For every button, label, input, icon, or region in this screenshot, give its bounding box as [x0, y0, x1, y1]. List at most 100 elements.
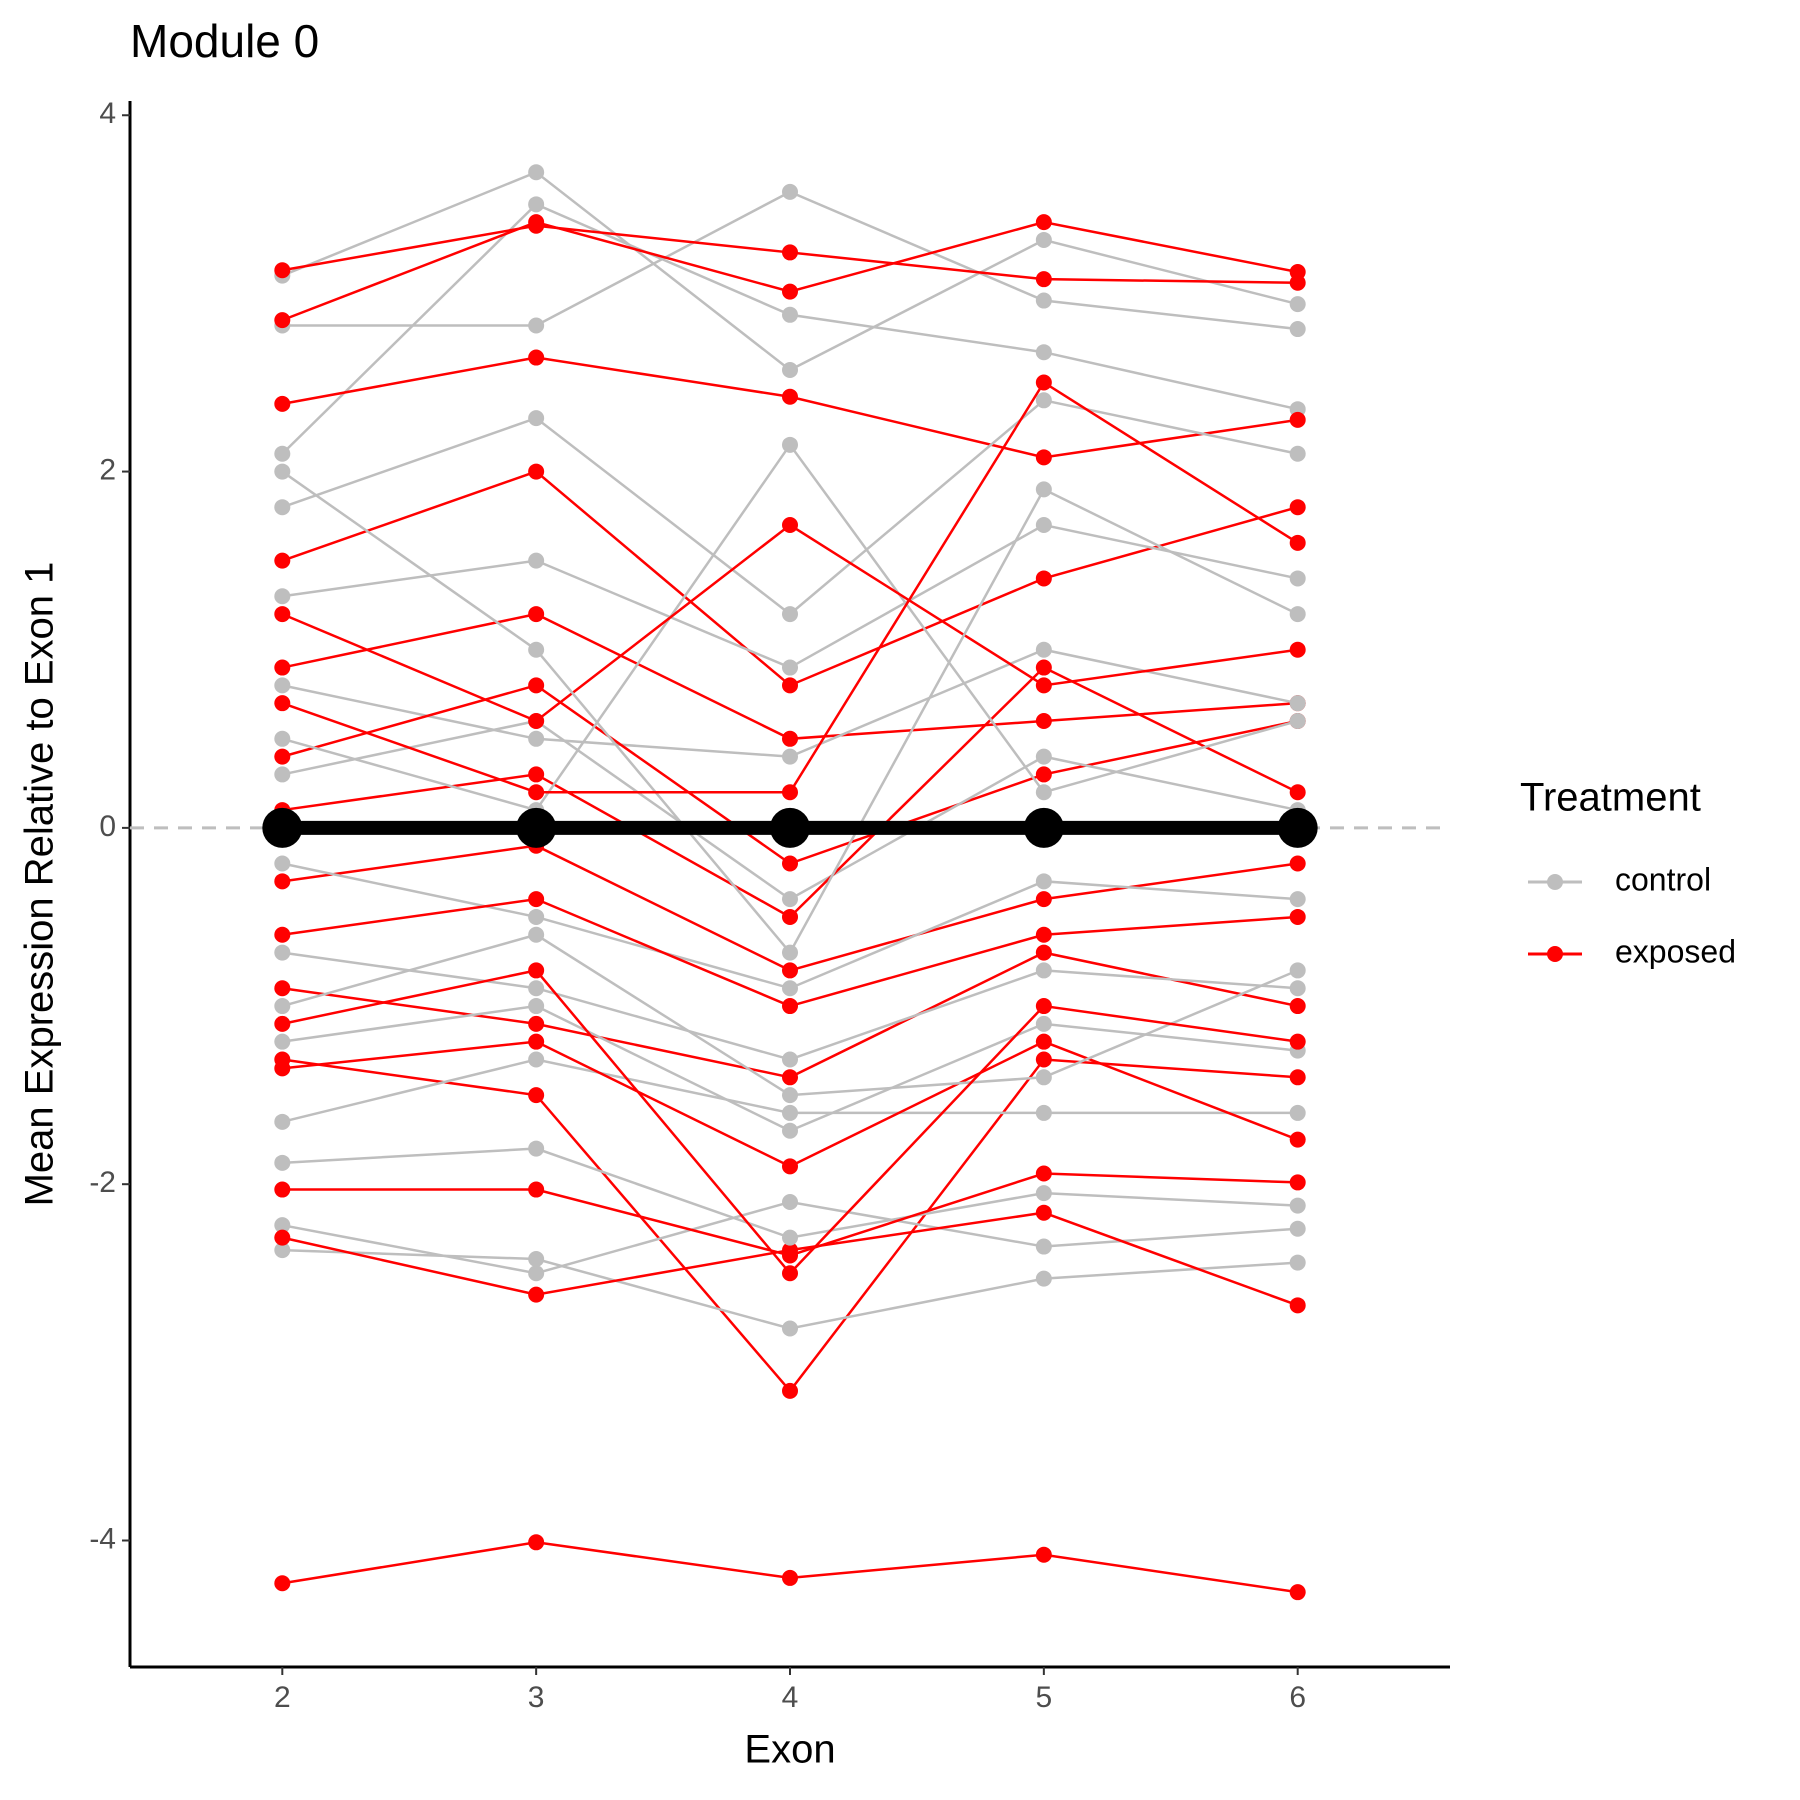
- series-point: [274, 1113, 291, 1130]
- series-point: [782, 677, 798, 694]
- series-point: [782, 283, 798, 300]
- series-point: [782, 730, 798, 747]
- series-point: [274, 1229, 291, 1246]
- series-point: [528, 1265, 545, 1282]
- series-point: [782, 1247, 798, 1264]
- series-point: [782, 1158, 798, 1175]
- series-point: [274, 944, 291, 961]
- series-point: [274, 1575, 291, 1592]
- series-point: [782, 944, 798, 961]
- series-point: [528, 463, 545, 480]
- series-point: [1035, 214, 1052, 231]
- series-point: [782, 362, 798, 379]
- series-point: [528, 1140, 545, 1157]
- series-line: [282, 612, 1298, 741]
- series-point: [274, 499, 291, 516]
- series-point: [528, 908, 545, 925]
- series-point: [274, 730, 291, 747]
- series-point: [782, 183, 798, 200]
- x-tick-label: 6: [1289, 1681, 1306, 1714]
- series-point: [274, 1242, 291, 1259]
- series-point: [528, 214, 545, 231]
- series-line: [282, 969, 1298, 1276]
- series-point: [528, 1251, 545, 1268]
- series-point: [1289, 641, 1306, 658]
- series-point: [1289, 998, 1306, 1015]
- series-point: [1035, 998, 1052, 1015]
- series-point: [782, 388, 798, 405]
- series-point: [528, 317, 545, 334]
- series-point: [1289, 1254, 1306, 1271]
- x-tick-label: 3: [528, 1681, 545, 1714]
- x-tick-label: 4: [782, 1681, 799, 1714]
- series-point: [528, 641, 545, 658]
- series-point: [782, 1382, 798, 1399]
- series-point: [1035, 766, 1052, 783]
- series-point: [1289, 784, 1306, 801]
- x-axis-label: Exon: [744, 1728, 835, 1772]
- series-point: [782, 1229, 798, 1246]
- chart-title: Module 0: [130, 15, 319, 67]
- series-point: [1289, 445, 1306, 462]
- series-point: [1035, 891, 1052, 908]
- series-point: [1289, 534, 1306, 551]
- series-point: [274, 1060, 291, 1077]
- series-point: [528, 349, 545, 366]
- series-point: [528, 1033, 545, 1050]
- series-point: [528, 998, 545, 1015]
- series-point: [1289, 980, 1306, 997]
- series-point: [528, 1015, 545, 1032]
- series-point: [1289, 695, 1306, 712]
- mean-point: [516, 807, 557, 848]
- series-point: [1035, 392, 1052, 409]
- series-line: [281, 470, 1299, 955]
- x-tick-label: 2: [274, 1681, 291, 1714]
- series-point: [1035, 1015, 1052, 1032]
- series-point: [782, 659, 798, 676]
- series-point: [528, 980, 545, 997]
- series-point: [274, 1181, 291, 1198]
- series-point: [782, 855, 798, 872]
- series-point: [782, 891, 798, 908]
- series-point: [1035, 1069, 1052, 1086]
- series-point: [1035, 1051, 1052, 1068]
- series-point: [274, 445, 291, 462]
- series-point: [528, 784, 545, 801]
- series-point: [782, 436, 798, 453]
- series-point: [1289, 1104, 1306, 1121]
- series-point: [1035, 1033, 1052, 1050]
- y-axis-label: Mean Expression Relative to Exon 1: [18, 562, 62, 1207]
- series-point: [782, 1051, 798, 1068]
- series-point: [274, 262, 291, 279]
- series-line: [282, 523, 1298, 669]
- series-point: [274, 659, 291, 676]
- series-point: [1289, 712, 1306, 729]
- series-line: [281, 170, 1298, 372]
- series-point: [528, 196, 545, 213]
- series-point: [782, 908, 798, 925]
- series-point: [782, 1122, 798, 1139]
- series-point: [1289, 1069, 1306, 1086]
- series-point: [528, 712, 545, 729]
- mean-point: [1023, 807, 1064, 848]
- series-point: [274, 1015, 291, 1032]
- series-point: [274, 588, 291, 605]
- series-point: [782, 1569, 798, 1586]
- series-point: [1035, 641, 1052, 658]
- x-tick-label: 5: [1036, 1681, 1053, 1714]
- series-point: [782, 1265, 798, 1282]
- series-point: [782, 1320, 798, 1337]
- series-point: [528, 962, 545, 979]
- series-point: [1035, 1546, 1052, 1563]
- series-point: [528, 1181, 545, 1198]
- series-point: [1289, 296, 1306, 313]
- series-point: [1035, 784, 1052, 801]
- series-point: [1035, 1104, 1052, 1121]
- series-point: [1035, 292, 1052, 309]
- series-point: [1035, 1270, 1052, 1287]
- series-point: [1035, 1238, 1052, 1255]
- series-point: [782, 1194, 798, 1211]
- series-point: [1289, 1584, 1306, 1601]
- series-point: [274, 748, 291, 765]
